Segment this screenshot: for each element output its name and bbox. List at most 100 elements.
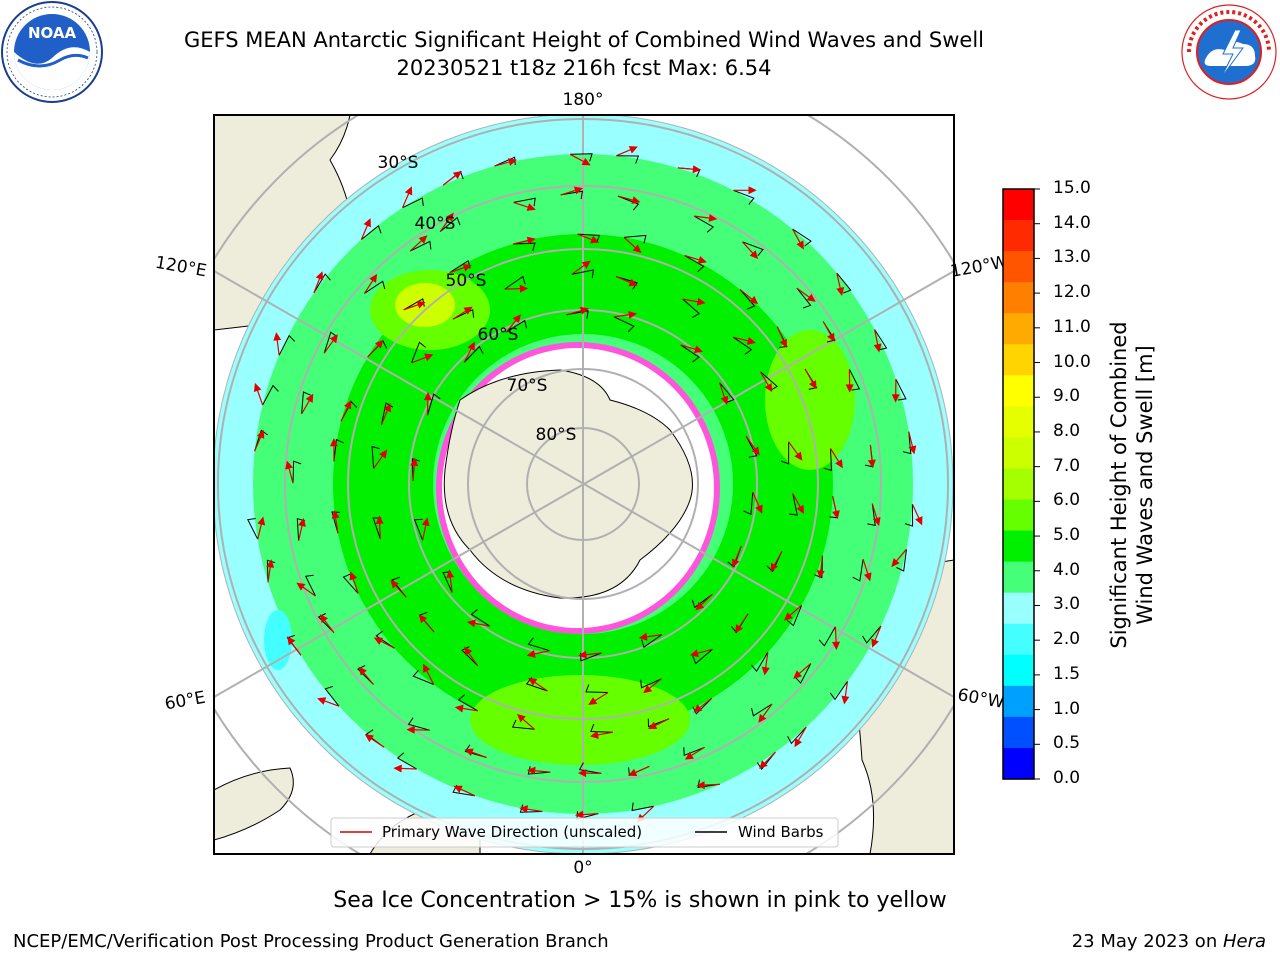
colorbar-frame (1002, 188, 1035, 780)
wave-field-6m (395, 283, 455, 327)
colorbar-label-line2: Wind Waves and Swell [m] (1133, 345, 1157, 625)
colorbar-swatch (1003, 313, 1034, 345)
wind-barb (396, 752, 417, 770)
wind-barb (409, 240, 432, 252)
wave-direction-arrow (296, 582, 316, 597)
wave-direction-arrow (615, 276, 638, 287)
colorbar-swatch (1003, 592, 1034, 625)
meridian-label-0: 0° (573, 858, 592, 878)
wave-direction-arrow (453, 785, 476, 797)
colorbar-swatch (1003, 437, 1034, 470)
wind-barb (640, 678, 662, 689)
wave-direction-arrow (862, 559, 872, 582)
wave-direction-arrow (613, 310, 638, 319)
wind-barb (780, 441, 790, 465)
noaa-logo: NOAA (1, 1, 103, 103)
colorbar-swatch (1003, 654, 1034, 687)
wind-barb (505, 319, 528, 333)
wave-direction-arrow (319, 614, 335, 634)
wave-direction-arrow (588, 691, 609, 705)
colorbar-tick-label: 4.0 (1053, 559, 1081, 580)
wave-direction-arrow (733, 336, 756, 345)
wind-barb (692, 697, 713, 715)
wave-direction-arrow (406, 725, 430, 734)
wave-direction-arrow (788, 441, 803, 461)
wind-barb (732, 336, 753, 355)
colorbar-swatch (1003, 468, 1034, 501)
wave-direction-arrow (577, 769, 602, 778)
wave-direction-arrow (257, 516, 266, 540)
colorbar-tick-label: 8.0 (1053, 420, 1081, 441)
wind-barb (247, 518, 259, 540)
wave-direction-arrow (758, 703, 773, 723)
wind-barb (331, 511, 341, 534)
wave-direction-arrow (891, 548, 907, 568)
colorbar-tick-label: 15.0 (1053, 178, 1091, 198)
wave-direction-arrow (571, 260, 591, 275)
wave-direction-arrow (298, 517, 306, 541)
wave-direction-arrow (528, 677, 548, 692)
wave-direction-arrow (689, 648, 713, 658)
wind-barb (407, 717, 430, 731)
wind-barb (896, 549, 907, 572)
colorbar-swatch (1003, 406, 1034, 439)
wave-direction-arrow (273, 332, 282, 356)
wave-direction-arrow (364, 734, 385, 748)
wind-barb (692, 648, 713, 665)
wind-barb (560, 190, 584, 200)
parallel-label-30s: 30°S (378, 153, 419, 173)
parallel-label-40s: 40°S (415, 214, 456, 234)
wind-barb (301, 391, 311, 415)
wave-direction-arrow (340, 400, 352, 422)
wave-direction-arrow (253, 382, 264, 406)
wave-direction-arrow (695, 593, 713, 611)
wave-direction-arrow (759, 751, 776, 769)
wind-barb (571, 269, 594, 279)
wind-barb (333, 438, 344, 462)
wave-field-5m-c (765, 330, 855, 470)
wind-barb (680, 344, 700, 363)
footer-date: 23 May 2023 on Hera (1072, 931, 1266, 952)
meridian-label-60w: 60°W (956, 685, 1006, 713)
wave-direction-arrow (452, 306, 473, 320)
wave-direction-arrow (832, 496, 840, 520)
chart-title: GEFS MEAN Antarctic Significant Height o… (84, 26, 1084, 82)
wave-direction-arrow (836, 272, 845, 296)
wind-barb (262, 384, 279, 406)
wind-barb (323, 331, 338, 354)
wave-direction-arrow (494, 158, 518, 167)
wind-barb (585, 684, 609, 693)
colorbar-swatch (1003, 747, 1034, 780)
colorbar-tick-label: 0.5 (1053, 733, 1081, 754)
wave-direction-arrow (516, 714, 535, 730)
wave-direction-arrow (770, 551, 783, 572)
colorbar-swatch (1003, 499, 1034, 532)
wave-direction-arrow (401, 186, 413, 208)
wind-barb (818, 626, 836, 647)
wave-direction-arrow (643, 678, 662, 694)
wave-direction-arrow (313, 271, 324, 294)
colorbar-swatch (1003, 344, 1034, 376)
colorbar-label: Significant Height of Combined Wind Wave… (1106, 305, 1158, 665)
wind-barb (684, 255, 705, 272)
colorbar-tick-label: 12.0 (1053, 282, 1091, 303)
wave-direction-arrow (682, 297, 706, 306)
wave-direction-arrow (301, 393, 314, 415)
title-line-1: GEFS MEAN Antarctic Significant Height o… (183, 28, 985, 52)
wave-direction-arrow (449, 263, 472, 274)
antarctica-landmass (443, 369, 693, 599)
wind-barb (570, 153, 593, 162)
wave-direction-arrow (792, 493, 804, 515)
wave-direction-arrow (908, 431, 917, 455)
wave-direction-arrow (783, 604, 802, 621)
wind-barb (733, 189, 755, 205)
wind-barb (439, 216, 461, 232)
wave-direction-arrow (373, 637, 395, 649)
wave-direction-arrow (505, 314, 521, 333)
wind-barb (313, 273, 331, 294)
meridian-label-60e: 60°E (163, 688, 207, 715)
wind-barb (527, 637, 550, 652)
parallel-label-80s: 80°S (536, 425, 577, 445)
wind-barb (641, 634, 663, 649)
wind-barb (461, 646, 479, 667)
